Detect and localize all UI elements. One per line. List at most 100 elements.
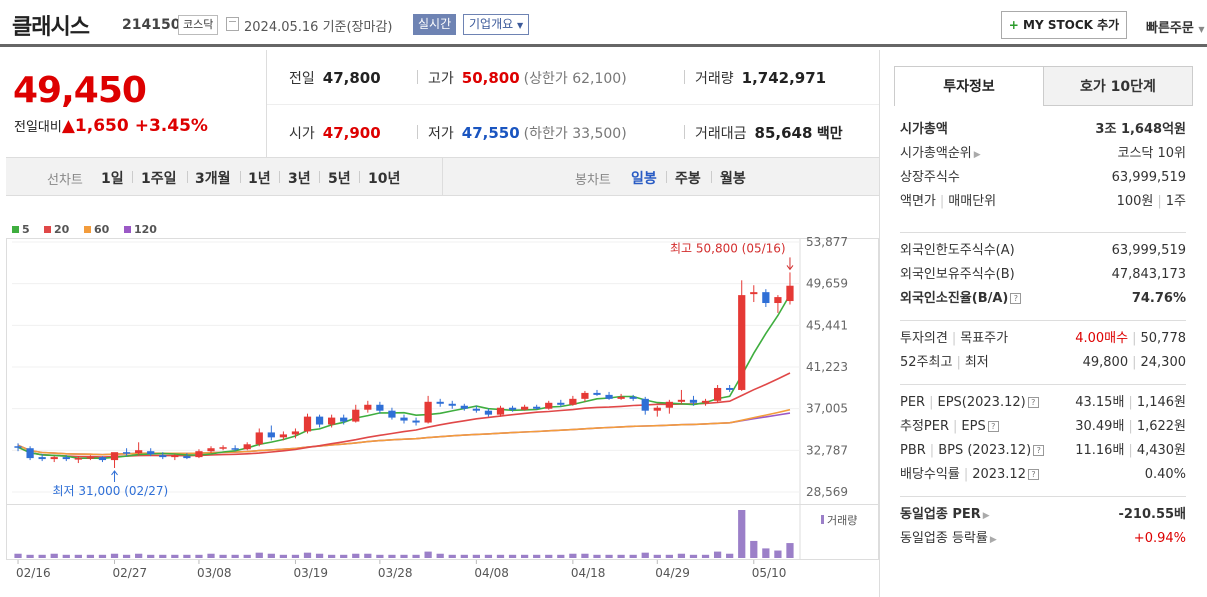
period-1w[interactable]: 1주일	[141, 171, 177, 187]
candle-body	[762, 292, 770, 304]
legend-swatch	[84, 226, 91, 233]
volume-bar	[219, 554, 227, 558]
candle-body	[14, 446, 22, 448]
x-tick-label: 04/18	[571, 566, 606, 580]
tab-orderbook-10[interactable]: 호가 10단계	[1043, 66, 1193, 106]
candle-weekly[interactable]: 주봉	[675, 171, 701, 187]
tab-investment-info[interactable]: 투자정보	[894, 66, 1044, 106]
candle-monthly[interactable]: 월봉	[720, 171, 746, 187]
candle-body	[171, 455, 179, 458]
legend-label: 5	[22, 223, 30, 236]
period-5y[interactable]: 5년	[328, 171, 351, 187]
volume-bar	[255, 552, 263, 558]
volume-bar	[412, 554, 420, 558]
candle-body	[726, 387, 734, 390]
amount-value: 85,648	[754, 124, 813, 142]
plus-icon: +	[1008, 18, 1019, 32]
price-box: 49,450 전일대비▲1,650 +3.45%	[6, 50, 266, 158]
candle-body	[496, 407, 505, 415]
volume-bar	[593, 554, 601, 558]
volume-bar	[436, 553, 444, 558]
stock-chart[interactable]: 5 20 60 120 53,877 49,659 45,441 41,223 37,005 3…	[6, 196, 879, 597]
candle-body	[98, 457, 107, 461]
candle-body	[786, 285, 794, 302]
candle-body	[472, 408, 480, 411]
volume-bar	[701, 554, 710, 558]
candle-body	[713, 387, 722, 401]
candle-body	[219, 447, 227, 449]
volume-bar	[98, 554, 107, 558]
period-10y[interactable]: 10년	[368, 171, 401, 187]
y-tick-label: 49,659	[806, 277, 848, 291]
my-stock-add-button[interactable]: + MY STOCK 추가	[1001, 11, 1127, 39]
period-1d[interactable]: 1일	[101, 171, 124, 187]
high-arrow-head	[786, 265, 794, 271]
volume-bar	[545, 554, 553, 558]
volume-bar	[328, 554, 336, 558]
chevron-right-icon: ▶	[989, 535, 997, 545]
info-group-sector: 동일업종 PER ▶ -210.55배 동일업종 등락률 ▶ +0.94%	[900, 496, 1186, 551]
x-tick-label: 04/08	[474, 566, 509, 580]
candle-body	[255, 432, 263, 445]
legend-swatch	[12, 226, 19, 233]
y-tick-label: 37,005	[806, 402, 848, 416]
ma60-line	[17, 408, 791, 456]
volume-value: 1,742,971	[741, 69, 827, 87]
volume-bar	[183, 554, 191, 558]
candle-body	[605, 394, 613, 399]
candle-body	[508, 407, 517, 410]
candle-body	[86, 457, 95, 459]
volume-bar	[400, 554, 408, 558]
y-tick-label: 53,877	[806, 235, 848, 249]
volume-plot-frame	[6, 504, 879, 560]
chart-svg[interactable]: 5 20 60 120 53,877 49,659 45,441 41,223 37,005 3…	[6, 196, 879, 597]
candle-body	[328, 417, 336, 425]
volume-bar	[207, 553, 215, 558]
quick-order-button[interactable]: 빠른주문 ▼	[1146, 21, 1205, 36]
period-3y[interactable]: 3년	[288, 171, 311, 187]
candle-body	[50, 457, 58, 460]
candle-chart-label: 봉차트	[575, 173, 611, 188]
legend-label: 120	[134, 223, 157, 236]
volume-bar	[653, 554, 661, 558]
legend-label: 60	[94, 223, 110, 236]
help-icon[interactable]: ?	[1033, 445, 1045, 456]
candle-body	[38, 457, 46, 460]
candle-body	[352, 409, 360, 422]
period-3m[interactable]: 3개월	[195, 171, 231, 187]
upper-limit: (상한가 62,100)	[523, 71, 627, 87]
candle-daily[interactable]: 일봉	[631, 171, 657, 187]
x-tick-label: 05/10	[752, 566, 787, 580]
volume-bar	[388, 554, 396, 558]
info-group-opinion: 투자의견 | 목표주가 4.00매수 | 50,778 52주최고 | 최저 49,800 | 24…	[900, 320, 1186, 375]
chart-controls: 선차트 1일 1주일 3개월 1년 3년 5년 10년 봉차트 일봉 주봉 월봉	[6, 158, 879, 196]
info-group-valuation: PER | EPS(2023.12)? 43.15배 | 1,146원 추정PER | EPS…	[900, 384, 1186, 487]
volume-bar	[267, 553, 275, 558]
company-overview-button[interactable]: 기업개요 ▼	[463, 14, 530, 35]
volume-bar	[641, 552, 649, 558]
realtime-button[interactable]: 실시간	[413, 14, 457, 35]
help-icon[interactable]: ?	[987, 421, 999, 432]
period-1y[interactable]: 1년	[248, 171, 271, 187]
low-arrow-head	[111, 470, 118, 476]
help-icon[interactable]: ?	[1027, 469, 1039, 480]
candle-body	[195, 451, 203, 458]
volume-bar	[147, 554, 155, 558]
volume-bar	[291, 554, 300, 558]
high-value: 50,800	[461, 69, 520, 87]
info-label: 시가총액순위 ▶	[900, 146, 981, 161]
help-icon[interactable]: ?	[1010, 293, 1022, 304]
volume-bar	[86, 554, 95, 558]
candle-body	[665, 401, 673, 408]
candle-body	[641, 398, 649, 411]
candle-body	[677, 399, 686, 402]
help-icon[interactable]: ?	[1027, 397, 1039, 408]
candle-body	[436, 401, 444, 404]
low-value: 47,550	[461, 124, 520, 142]
x-tick-label: 02/16	[16, 566, 51, 580]
volume-bar	[279, 554, 288, 558]
candle-body	[581, 392, 589, 399]
candle-body	[689, 399, 698, 403]
y-tick-label: 41,223	[806, 360, 848, 374]
volume-bar	[14, 553, 22, 558]
